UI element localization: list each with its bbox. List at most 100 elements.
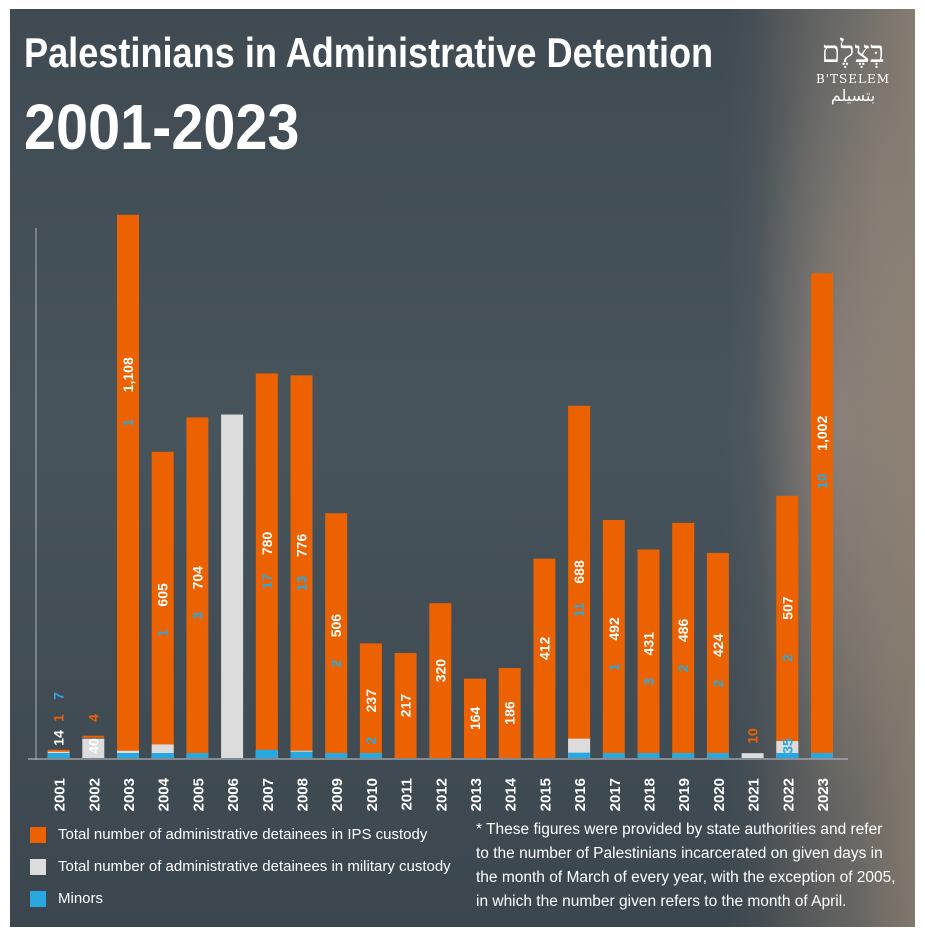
data-label-ips-2012: 320 [432, 659, 448, 683]
legend-label-ips: Total number of administrative detainees… [58, 826, 428, 843]
page-title: Palestinians in Administrative Detention [24, 29, 714, 76]
x-tick-label-2015: 2015 [537, 778, 554, 811]
bar-ips-2023 [811, 273, 833, 758]
data-label-ips-2022: 507 [779, 596, 795, 620]
bar-minors-2018 [637, 753, 660, 758]
bar-ips-2011 [394, 653, 417, 758]
bar-minors-2019 [672, 753, 695, 758]
data-label-minors-2005: 3 [189, 612, 205, 620]
x-tick-label-2011: 2011 [399, 778, 416, 811]
legend-swatch-ips [30, 826, 46, 843]
data-label-minors-2018: 3 [641, 678, 657, 686]
x-tick-label-2006: 2006 [225, 778, 242, 811]
bar-minors-2023 [811, 753, 833, 758]
footnote: * These figures were provided by state a… [476, 821, 896, 910]
data-label-ips-2009: 506 [328, 614, 344, 638]
x-tick-label-2020: 2020 [711, 778, 728, 811]
x-tick-label-2001: 2001 [52, 778, 69, 811]
x-tick-label-2012: 2012 [433, 778, 450, 811]
bar-ips-2017 [602, 519, 625, 758]
data-label-ips-2003: 1,108 [120, 357, 136, 392]
x-tick-label-2010: 2010 [364, 778, 381, 811]
x-tick-label-2009: 2009 [329, 778, 346, 811]
x-tick-label-2016: 2016 [572, 778, 589, 811]
x-tick-label-2003: 2003 [121, 778, 138, 811]
data-label-minors-2001: 7 [51, 692, 67, 700]
x-tick-label-2018: 2018 [642, 778, 659, 811]
data-label-ips-2014: 186 [502, 701, 518, 725]
data-label-minors-2010: 2 [363, 737, 379, 745]
data-label-ips-2019: 486 [675, 619, 691, 643]
data-label-ips-2008: 776 [294, 533, 310, 557]
data-label-ips-2007: 780 [259, 532, 275, 556]
bar-ips-2009 [325, 513, 348, 758]
bar-ips-2015 [533, 558, 556, 758]
bar-military-2021 [741, 753, 764, 758]
data-label-minors-2008: 13 [294, 575, 310, 591]
data-label-minors-2009: 2 [328, 660, 344, 668]
data-label-minors-2022: 2 [779, 654, 795, 662]
data-label-ips-2004: 605 [155, 583, 171, 607]
legend-label-military: Total number of administrative detainees… [58, 858, 451, 875]
x-tick-label-2004: 2004 [156, 777, 173, 811]
x-tick-label-2023: 2023 [815, 778, 832, 811]
x-tick-label-2008: 2008 [295, 778, 312, 811]
x-tick-label-2019: 2019 [676, 778, 693, 811]
data-label-ips-2015: 412 [536, 636, 552, 660]
bar-minors-2003 [117, 753, 139, 758]
bar-military-2006 [221, 414, 244, 758]
legend-label-minors: Minors [58, 890, 104, 907]
data-label-minors-2020: 2 [710, 679, 726, 687]
legend-item-ips: Total number of administrative detainees… [30, 826, 427, 843]
data-label-minors-2019: 2 [675, 664, 691, 672]
bar-minors-2007 [255, 749, 278, 758]
page-subtitle: 2001-2023 [24, 91, 300, 163]
x-tick-label-2002: 2002 [86, 778, 103, 811]
logo-latin: B'TSELEM [815, 72, 891, 86]
data-label-ips-2023: 1,002 [814, 416, 830, 451]
bar-ips-2019 [672, 522, 695, 758]
x-tick-label-2013: 2013 [468, 778, 485, 811]
bar-ips-2014 [498, 668, 521, 758]
data-label-military-2002: 40 [85, 738, 101, 754]
bar-ips-2022 [776, 495, 799, 758]
legend-item-military: Total number of administrative detainees… [30, 858, 451, 875]
data-label-ips-2017: 492 [606, 617, 622, 641]
bar-minors-2016 [568, 752, 591, 758]
legend-item-minors: Minors [30, 890, 103, 907]
bar-military-2002 [82, 738, 105, 758]
bar-ips-2018 [637, 549, 660, 758]
logo-arabic: بتسيلم [830, 86, 876, 105]
bar-minors-2020 [706, 753, 729, 758]
data-label-minors-2003: 1 [120, 419, 136, 427]
bar-minors-2005 [186, 753, 209, 758]
bar-minors-2008 [290, 751, 313, 758]
x-tick-label-2014: 2014 [503, 777, 520, 811]
bar-minors-2009 [325, 753, 348, 758]
bar-ips-2013 [464, 678, 486, 758]
legend-swatch-minors [30, 890, 46, 907]
bar-ips-2003 [117, 214, 139, 759]
data-label-minors-2016: 11 [571, 602, 587, 617]
data-label-minors-2004: 1 [155, 629, 171, 637]
data-label-ips-2010: 237 [363, 689, 379, 713]
x-tick-label-2005: 2005 [190, 778, 207, 811]
bar-ips-2005 [186, 417, 209, 758]
data-label-military-2001: 14 [51, 730, 67, 746]
bar-minors-2022 [776, 753, 799, 758]
x-tick-label-2021: 2021 [746, 778, 763, 811]
bar-ips-2004 [151, 451, 174, 758]
data-label-ips-2005: 704 [189, 566, 205, 590]
data-label-ips-2020: 424 [710, 634, 726, 658]
data-label-ips-2013: 164 [467, 706, 483, 730]
bar-ips-2010 [359, 643, 382, 758]
x-tick-label-2007: 2007 [260, 778, 277, 811]
data-label-minors-2023: 10 [814, 473, 830, 489]
bar-ips-2012 [429, 603, 452, 758]
data-label-military-2021: 10 [745, 728, 761, 744]
bar-minors-2017 [602, 753, 625, 758]
data-label-ips-2018: 431 [641, 632, 657, 656]
x-tick-label-2017: 2017 [607, 778, 624, 811]
bar-ips-2002 [82, 735, 105, 738]
